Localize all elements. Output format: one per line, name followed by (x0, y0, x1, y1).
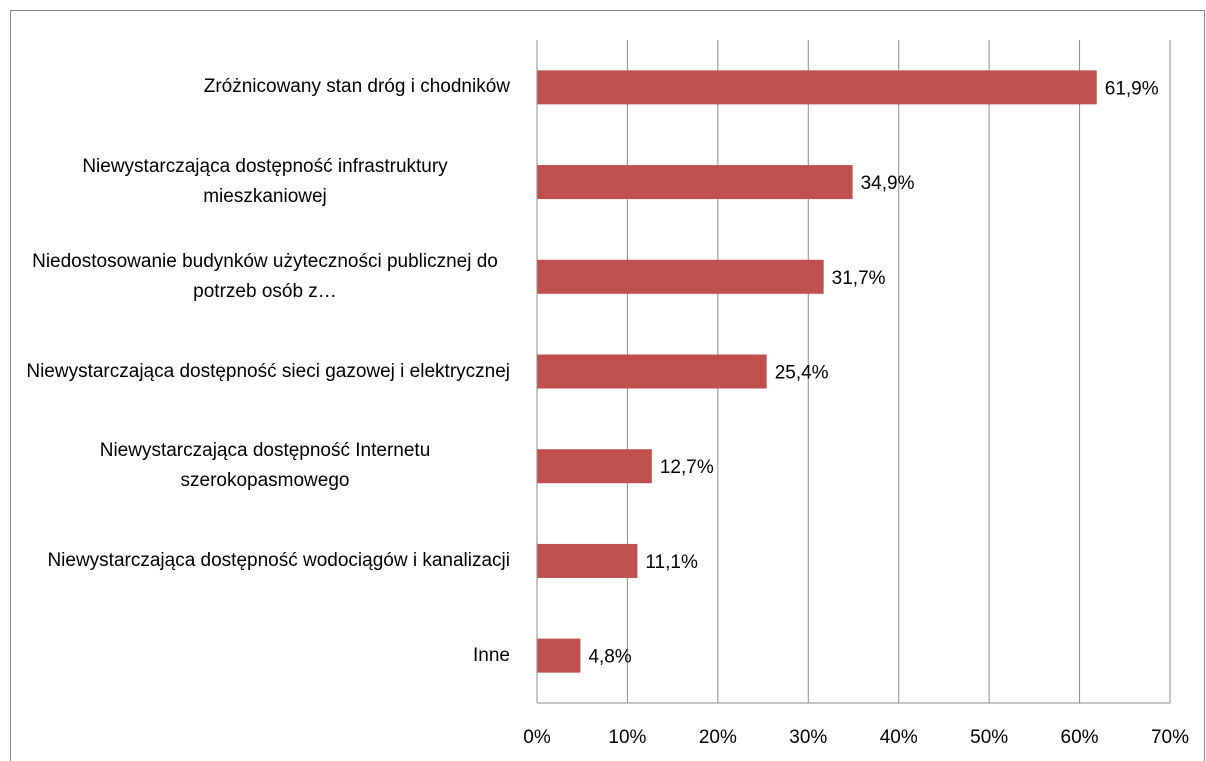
data-label: 61,9% (1105, 78, 1159, 99)
y-tick-label: Niewystarczająca dostępność infrastruktu… (82, 156, 448, 208)
y-tick-label: Inne (473, 644, 510, 666)
y-tick-label: Niewystarczająca dostępność wodociągów i… (47, 549, 510, 571)
data-label: 25,4% (775, 363, 829, 384)
data-label: 12,7% (660, 457, 714, 478)
y-tick-label-box: Niedostosowanie budynków użyteczności pu… (20, 247, 510, 307)
data-label: 34,9% (861, 173, 915, 194)
x-tick-label: 70% (1151, 727, 1189, 748)
bar (537, 638, 581, 673)
y-tick-label-box: Niewystarczająca dostępność Internetu sz… (20, 436, 510, 496)
bar (537, 449, 652, 484)
y-tick-label-box: Inne (20, 641, 510, 671)
bar (537, 70, 1097, 105)
data-label: 11,1% (645, 552, 698, 573)
x-tick-label: 60% (1061, 727, 1099, 748)
bar (537, 259, 824, 294)
y-tick-label-box: Niewystarczająca dostępność wodociągów i… (20, 546, 510, 576)
x-tick-label: 30% (789, 727, 827, 748)
bar (537, 354, 767, 389)
y-tick-label-box: Niewystarczająca dostępność infrastruktu… (20, 152, 510, 212)
y-tick-label-box: Zróżnicowany stan dróg i chodników (20, 72, 510, 102)
x-tick-label: 50% (970, 727, 1008, 748)
x-tick-label: 20% (699, 727, 737, 748)
x-tick-label: 0% (523, 727, 551, 748)
chart-border (10, 10, 1205, 761)
bar (537, 165, 853, 200)
y-tick-label: Niedostosowanie budynków użyteczności pu… (32, 250, 498, 302)
y-tick-label-box: Niewystarczająca dostępność sieci gazowe… (20, 357, 510, 387)
y-tick-label: Niewystarczająca dostępność sieci gazowe… (26, 360, 510, 382)
data-label: 31,7% (832, 268, 886, 289)
x-tick-label: 10% (608, 727, 646, 748)
x-tick-label: 40% (880, 727, 918, 748)
data-label: 4,8% (588, 647, 631, 668)
bar (537, 543, 638, 578)
y-tick-label: Niewystarczająca dostępność Internetu sz… (99, 440, 431, 492)
y-tick-label: Zróżnicowany stan dróg i chodników (203, 76, 510, 98)
